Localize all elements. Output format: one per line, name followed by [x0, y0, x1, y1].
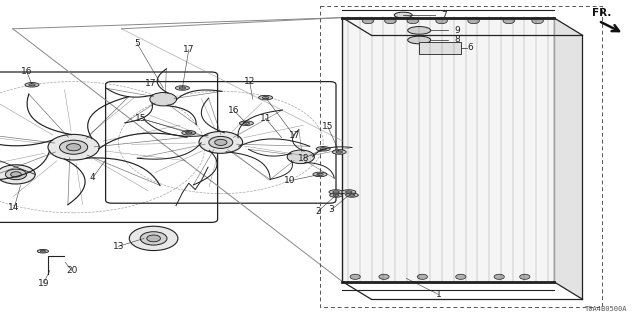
Ellipse shape [175, 86, 189, 90]
Ellipse shape [394, 12, 412, 18]
Circle shape [67, 144, 81, 151]
Circle shape [503, 18, 515, 24]
Circle shape [214, 139, 227, 146]
Text: 14: 14 [8, 204, 20, 212]
Text: 2: 2 [316, 207, 321, 216]
Text: 15: 15 [135, 114, 147, 123]
Text: 6: 6 [467, 44, 473, 52]
Circle shape [0, 165, 35, 184]
Text: 1: 1 [436, 290, 441, 299]
Circle shape [456, 274, 466, 279]
Text: 9: 9 [454, 26, 460, 35]
Circle shape [379, 274, 389, 279]
Circle shape [362, 18, 374, 24]
Text: 19: 19 [38, 279, 49, 288]
Ellipse shape [349, 194, 355, 196]
Text: 17: 17 [183, 45, 195, 54]
Text: T0A4B0500A: T0A4B0500A [585, 306, 627, 312]
Ellipse shape [186, 132, 192, 134]
Text: 17: 17 [289, 132, 300, 140]
Ellipse shape [408, 27, 431, 34]
Ellipse shape [329, 190, 343, 194]
Circle shape [150, 92, 177, 106]
Ellipse shape [342, 190, 356, 194]
Circle shape [407, 18, 419, 24]
Circle shape [287, 150, 314, 164]
Circle shape [11, 172, 21, 177]
Ellipse shape [29, 84, 35, 86]
Text: 11: 11 [260, 114, 271, 123]
Circle shape [532, 18, 543, 24]
Ellipse shape [330, 193, 342, 197]
Ellipse shape [317, 173, 323, 175]
Text: 12: 12 [244, 77, 255, 86]
Ellipse shape [333, 191, 339, 193]
Ellipse shape [259, 95, 273, 100]
Text: 15: 15 [322, 122, 333, 131]
Circle shape [520, 274, 530, 279]
Text: 7: 7 [442, 11, 447, 20]
Circle shape [129, 226, 178, 251]
Text: 8: 8 [454, 36, 460, 44]
Ellipse shape [408, 36, 431, 44]
Polygon shape [342, 18, 554, 282]
Circle shape [494, 274, 504, 279]
Circle shape [350, 274, 360, 279]
Text: 17: 17 [145, 79, 156, 88]
Polygon shape [554, 18, 582, 299]
Circle shape [468, 18, 479, 24]
Circle shape [199, 132, 243, 153]
Ellipse shape [37, 249, 49, 253]
Ellipse shape [262, 96, 269, 99]
Text: 4: 4 [90, 173, 95, 182]
Ellipse shape [316, 147, 330, 151]
Circle shape [48, 134, 99, 160]
Ellipse shape [346, 193, 358, 197]
Text: 16: 16 [21, 68, 33, 76]
Text: 13: 13 [113, 242, 124, 251]
Ellipse shape [239, 121, 253, 125]
Text: FR.: FR. [592, 8, 611, 18]
Circle shape [60, 140, 88, 154]
Circle shape [417, 274, 428, 279]
Text: 5: 5 [134, 39, 140, 48]
Circle shape [385, 18, 396, 24]
Ellipse shape [346, 191, 352, 193]
Ellipse shape [333, 194, 339, 196]
Circle shape [147, 235, 161, 242]
Text: 20: 20 [66, 266, 77, 275]
Circle shape [140, 232, 167, 245]
Circle shape [436, 18, 447, 24]
Text: 10: 10 [284, 176, 295, 185]
Ellipse shape [179, 87, 186, 89]
Bar [419, 42, 461, 54]
Ellipse shape [332, 150, 346, 154]
Ellipse shape [40, 250, 45, 252]
Text: 3: 3 [329, 205, 334, 214]
Text: 18: 18 [298, 154, 310, 163]
Circle shape [209, 136, 233, 148]
Ellipse shape [243, 122, 250, 124]
Text: 16: 16 [228, 106, 239, 115]
Ellipse shape [336, 151, 342, 153]
Circle shape [5, 169, 27, 180]
Ellipse shape [182, 131, 196, 135]
Ellipse shape [25, 83, 39, 87]
Ellipse shape [320, 148, 326, 150]
Ellipse shape [313, 172, 327, 177]
